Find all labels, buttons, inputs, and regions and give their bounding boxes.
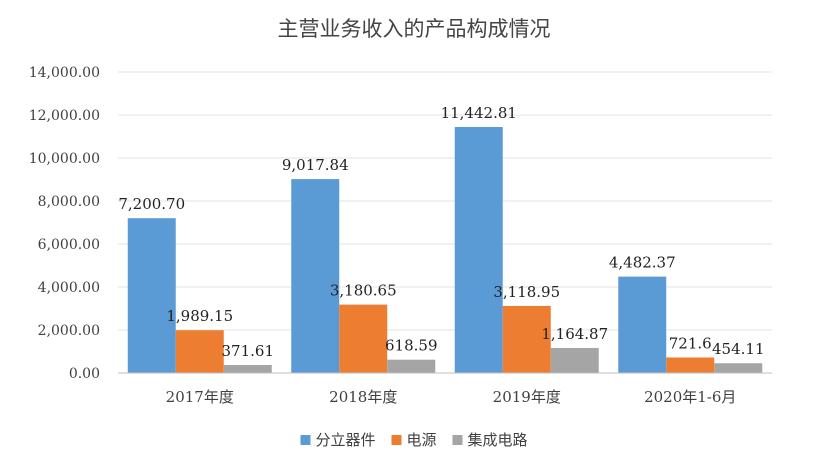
legend-label: 电源 bbox=[407, 431, 437, 449]
bar bbox=[454, 126, 503, 373]
x-tick-label: 2018年度 bbox=[329, 388, 397, 406]
y-tick-label: 14,000.00 bbox=[29, 65, 100, 81]
legend-label: 集成电路 bbox=[468, 431, 528, 449]
data-label: 1,989.15 bbox=[166, 307, 233, 325]
y-tick-label: 6,000.00 bbox=[38, 237, 100, 253]
bar bbox=[714, 363, 763, 373]
x-tick-label: 2019年度 bbox=[493, 388, 561, 406]
bar bbox=[618, 276, 667, 373]
legend-swatch bbox=[391, 435, 402, 445]
data-label: 721.6 bbox=[669, 334, 712, 352]
bars bbox=[127, 126, 763, 373]
data-label: 454.11 bbox=[712, 340, 765, 358]
bar bbox=[550, 347, 599, 373]
y-tick-label: 12,000.00 bbox=[29, 108, 100, 124]
bar bbox=[666, 357, 715, 373]
chart-title: 主营业务收入的产品构成情况 bbox=[278, 17, 551, 41]
data-label: 11,442.81 bbox=[441, 104, 517, 122]
bar bbox=[502, 305, 551, 373]
legend-swatch bbox=[452, 435, 463, 445]
y-axis-ticks: 0.00 2,000.00 4,000.00 6,000.00 8,000.00 10,0… bbox=[29, 65, 100, 382]
bar bbox=[291, 179, 340, 373]
data-label: 3,118.95 bbox=[493, 283, 560, 301]
x-tick-label: 2020年1-6月 bbox=[644, 388, 736, 406]
bar bbox=[387, 359, 436, 373]
data-label: 4,482.37 bbox=[609, 254, 676, 272]
bar bbox=[339, 304, 388, 373]
y-tick-label: 2,000.00 bbox=[38, 323, 100, 339]
gridlines bbox=[118, 71, 772, 331]
y-tick-label: 0.00 bbox=[69, 366, 100, 382]
bar bbox=[127, 218, 176, 373]
legend-swatch bbox=[300, 435, 311, 445]
x-tick-label: 2017年度 bbox=[166, 388, 234, 406]
x-axis-categories: 2017年度 2018年度 2019年度 2020年1-6月 bbox=[166, 388, 737, 406]
legend-label: 分立器件 bbox=[316, 431, 376, 449]
data-label: 7,200.70 bbox=[118, 195, 185, 213]
data-label: 3,180.65 bbox=[330, 282, 397, 300]
data-labels: 7,200.70 1,989.15 371.61 9,017.84 3,180.65 61… bbox=[118, 104, 764, 360]
bar bbox=[175, 330, 224, 373]
data-label: 9,017.84 bbox=[282, 156, 349, 174]
y-tick-label: 4,000.00 bbox=[38, 280, 100, 296]
legend: 分立器件 电源 集成电路 bbox=[300, 431, 528, 449]
bar bbox=[223, 365, 272, 373]
data-label: 618.59 bbox=[385, 337, 438, 355]
data-label: 371.61 bbox=[222, 342, 275, 360]
y-tick-label: 8,000.00 bbox=[38, 194, 100, 210]
data-label: 1,164.87 bbox=[541, 325, 608, 343]
y-tick-label: 10,000.00 bbox=[29, 151, 100, 167]
